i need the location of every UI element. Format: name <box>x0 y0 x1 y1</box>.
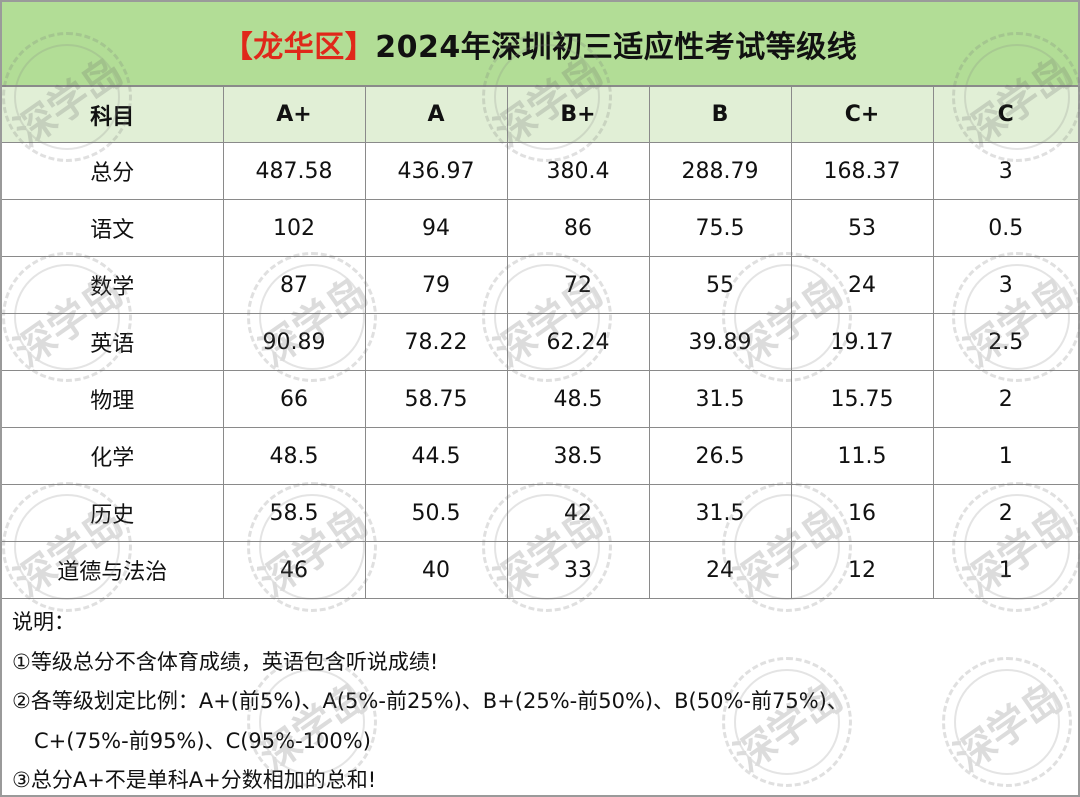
score-cell: 2 <box>932 484 1078 542</box>
table-row: 英语 90.89 78.22 62.24 39.89 19.17 2.5 <box>2 313 1078 371</box>
note-2-continued: C+(75%-前95%)、C(95%-100%) <box>34 728 371 753</box>
subject-cell: 语文 <box>2 199 224 257</box>
score-cell: 102 <box>222 199 366 257</box>
district-label: 【龙华区】 <box>222 29 376 65</box>
table-row: 数学 87 79 72 55 24 3 <box>2 256 1078 314</box>
score-cell: 19.17 <box>790 313 934 371</box>
score-cell: 1 <box>932 541 1078 599</box>
score-cell: 12 <box>790 541 934 599</box>
subject-cell: 历史 <box>2 484 224 542</box>
score-cell: 78.22 <box>364 313 508 371</box>
score-cell: 3 <box>932 256 1078 314</box>
score-cell: 288.79 <box>648 142 792 200</box>
score-cell: 66 <box>222 370 366 428</box>
score-cell: 24 <box>790 256 934 314</box>
subject-cell: 英语 <box>2 313 224 371</box>
subject-cell: 总分 <box>2 142 224 200</box>
header-c: C <box>932 86 1078 143</box>
score-cell: 487.58 <box>222 142 366 200</box>
score-cell: 24 <box>648 541 792 599</box>
score-cell: 46 <box>222 541 366 599</box>
score-cell: 0.5 <box>932 199 1078 257</box>
score-cell: 48.5 <box>506 370 650 428</box>
table-row: 总分 487.58 436.97 380.4 288.79 168.37 3 <box>2 142 1078 200</box>
subject-cell: 物理 <box>2 370 224 428</box>
score-cell: 79 <box>364 256 508 314</box>
score-cell: 33 <box>506 541 650 599</box>
table-row: 历史 58.5 50.5 42 31.5 16 2 <box>2 484 1078 542</box>
subject-cell: 数学 <box>2 256 224 314</box>
note-1: ①等级总分不含体育成绩，英语包含听说成绩! <box>12 649 439 674</box>
table-row: 化学 48.5 44.5 38.5 26.5 11.5 1 <box>2 427 1078 485</box>
score-cell: 55 <box>648 256 792 314</box>
subject-cell: 道德与法治 <box>2 541 224 599</box>
score-cell: 42 <box>506 484 650 542</box>
header-b: B <box>648 86 792 143</box>
header-subject: 科目 <box>2 86 224 143</box>
grade-table: 科目 A+ A B+ B C+ C 总分 487.58 436.97 380.4… <box>2 86 1078 599</box>
score-cell: 2.5 <box>932 313 1078 371</box>
score-cell: 31.5 <box>648 484 792 542</box>
score-cell: 40 <box>364 541 508 599</box>
score-cell: 2 <box>932 370 1078 428</box>
note-2: ②各等级划定比例：A+(前5%)、A(5%-前25%)、B+(25%-前50%)… <box>12 689 848 713</box>
score-cell: 39.89 <box>648 313 792 371</box>
notes-section: 说明： ①等级总分不含体育成绩，英语包含听说成绩! ②各等级划定比例：A+(前5… <box>2 599 1078 797</box>
score-cell: 436.97 <box>364 142 508 200</box>
score-cell: 86 <box>506 199 650 257</box>
score-cell: 50.5 <box>364 484 508 542</box>
score-cell: 94 <box>364 199 508 257</box>
header-c-plus: C+ <box>790 86 934 143</box>
score-cell: 53 <box>790 199 934 257</box>
page-title: 2024年深圳初三适应性考试等级线 <box>375 29 858 65</box>
table-row: 语文 102 94 86 75.5 53 0.5 <box>2 199 1078 257</box>
score-cell: 11.5 <box>790 427 934 485</box>
score-cell: 87 <box>222 256 366 314</box>
score-cell: 58.75 <box>364 370 508 428</box>
table-header-row: 科目 A+ A B+ B C+ C <box>2 86 1078 143</box>
table-row: 道德与法治 46 40 33 24 12 1 <box>2 541 1078 599</box>
header-a-plus: A+ <box>222 86 366 143</box>
note-3: ③总分A+不是单科A+分数相加的总和! <box>12 768 377 792</box>
score-cell: 58.5 <box>222 484 366 542</box>
score-cell: 62.24 <box>506 313 650 371</box>
subject-cell: 化学 <box>2 427 224 485</box>
score-cell: 15.75 <box>790 370 934 428</box>
title-bar: 【龙华区】 2024年深圳初三适应性考试等级线 <box>2 2 1078 86</box>
score-cell: 3 <box>932 142 1078 200</box>
score-cell: 168.37 <box>790 142 934 200</box>
score-cell: 48.5 <box>222 427 366 485</box>
header-b-plus: B+ <box>506 86 650 143</box>
score-cell: 90.89 <box>222 313 366 371</box>
score-cell: 75.5 <box>648 199 792 257</box>
score-cell: 31.5 <box>648 370 792 428</box>
score-cell: 16 <box>790 484 934 542</box>
score-cell: 72 <box>506 256 650 314</box>
score-cell: 26.5 <box>648 427 792 485</box>
score-cell: 380.4 <box>506 142 650 200</box>
notes-heading: 说明： <box>12 610 75 634</box>
header-a: A <box>364 86 508 143</box>
score-cell: 1 <box>932 427 1078 485</box>
score-cell: 44.5 <box>364 427 508 485</box>
table-row: 物理 66 58.75 48.5 31.5 15.75 2 <box>2 370 1078 428</box>
score-cell: 38.5 <box>506 427 650 485</box>
